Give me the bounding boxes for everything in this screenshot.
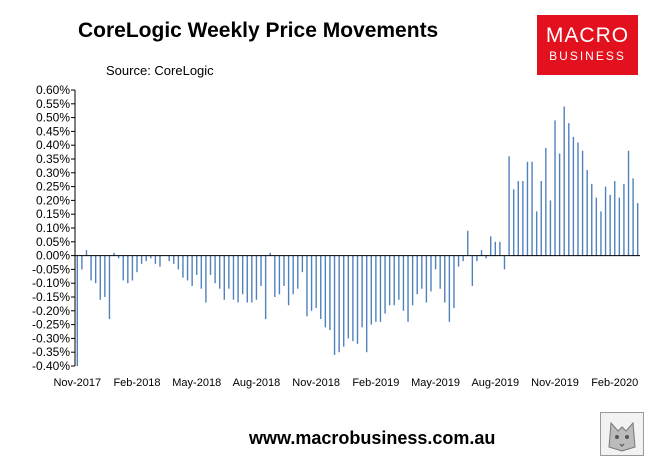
y-tick-label: -0.10% [32,276,70,290]
x-tick-label: Nov-2019 [531,377,579,389]
y-tick-label: 0.55% [36,97,70,111]
y-tick-label: 0.40% [36,138,70,152]
logo-line1: MACRO [545,24,630,47]
y-tick-label: 0.15% [36,207,70,221]
y-tick-label: 0.20% [36,193,70,207]
x-axis: Nov-2017 Feb-2018 May-2018 Aug-2018 Nov-2018… [53,377,638,389]
bar-series [76,106,639,366]
x-tick-label: Nov-2018 [292,377,340,389]
wolf-badge-icon [600,412,644,456]
website-url: www.macrobusiness.com.au [249,428,496,448]
y-tick-label: -0.30% [32,331,70,345]
x-tick-label: Aug-2018 [233,377,281,389]
y-axis: 0.60%0.55%0.50%0.45%0.40%0.35%0.30%0.25%… [32,83,75,373]
x-tick-label: Feb-2018 [113,377,160,389]
y-tick-label: 0.05% [36,235,70,249]
y-tick-label: -0.25% [32,318,70,332]
x-tick-label: May-2018 [172,377,221,389]
axes [74,90,640,366]
y-tick-label: 0.50% [36,111,70,125]
y-tick-label: 0.00% [36,249,70,263]
y-tick-label: 0.60% [36,83,70,97]
y-tick-label: 0.45% [36,124,70,138]
y-tick-label: 0.10% [36,221,70,235]
x-tick-label: Feb-2019 [352,377,399,389]
x-tick-label: Nov-2017 [53,377,101,389]
macrobusiness-logo: MACRO BUSINESS [537,15,638,75]
y-tick-label: -0.40% [32,359,70,373]
chart-title: CoreLogic Weekly Price Movements [78,19,439,42]
y-tick-label: -0.15% [32,290,70,304]
chart-source: Source: CoreLogic [106,63,214,78]
x-tick-label: Feb-2020 [591,377,638,389]
y-tick-label: 0.30% [36,166,70,180]
y-tick-label: 0.25% [36,180,70,194]
x-tick-label: May-2019 [411,377,460,389]
y-tick-label: -0.20% [32,304,70,318]
bar-chart: 0.60%0.55%0.50%0.45%0.40%0.35%0.30%0.25%… [32,83,640,389]
y-tick-label: 0.35% [36,152,70,166]
logo-line2: BUSINESS [549,49,626,63]
x-tick-label: Aug-2019 [471,377,519,389]
y-tick-label: -0.05% [32,262,70,276]
y-tick-label: -0.35% [32,345,70,359]
